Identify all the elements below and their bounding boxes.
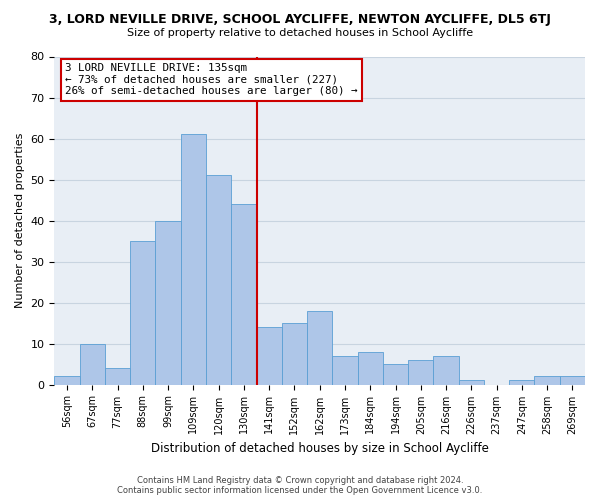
Bar xyxy=(535,376,560,384)
Bar xyxy=(206,176,231,384)
Bar xyxy=(155,220,181,384)
Bar xyxy=(383,364,408,384)
X-axis label: Distribution of detached houses by size in School Aycliffe: Distribution of detached houses by size … xyxy=(151,442,488,455)
Bar xyxy=(257,327,282,384)
Text: 3 LORD NEVILLE DRIVE: 135sqm
← 73% of detached houses are smaller (227)
26% of s: 3 LORD NEVILLE DRIVE: 135sqm ← 73% of de… xyxy=(65,63,358,96)
Text: Contains HM Land Registry data © Crown copyright and database right 2024.
Contai: Contains HM Land Registry data © Crown c… xyxy=(118,476,482,495)
Bar xyxy=(509,380,535,384)
Bar xyxy=(80,344,105,384)
Bar xyxy=(307,311,332,384)
Bar xyxy=(105,368,130,384)
Bar xyxy=(458,380,484,384)
Bar xyxy=(55,376,80,384)
Bar xyxy=(181,134,206,384)
Bar xyxy=(332,356,358,384)
Bar xyxy=(130,241,155,384)
Text: 3, LORD NEVILLE DRIVE, SCHOOL AYCLIFFE, NEWTON AYCLIFFE, DL5 6TJ: 3, LORD NEVILLE DRIVE, SCHOOL AYCLIFFE, … xyxy=(49,12,551,26)
Bar xyxy=(408,360,433,384)
Bar xyxy=(358,352,383,384)
Y-axis label: Number of detached properties: Number of detached properties xyxy=(15,133,25,308)
Bar xyxy=(433,356,458,384)
Bar xyxy=(231,204,257,384)
Text: Size of property relative to detached houses in School Aycliffe: Size of property relative to detached ho… xyxy=(127,28,473,38)
Bar xyxy=(560,376,585,384)
Bar xyxy=(282,323,307,384)
